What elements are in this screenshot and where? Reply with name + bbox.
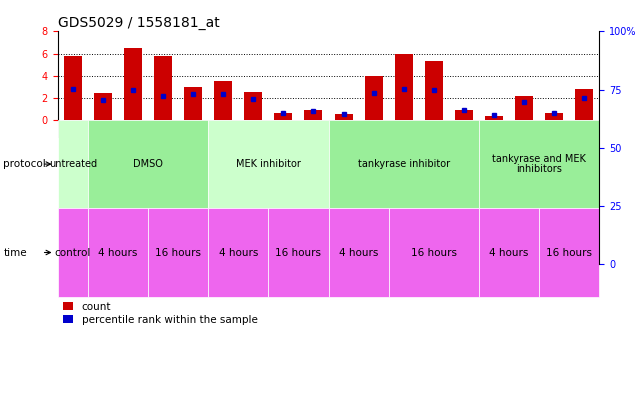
Text: untreated: untreated (49, 159, 97, 169)
Bar (455, 240, 473, 264)
FancyBboxPatch shape (148, 208, 208, 297)
Text: tankyrase inhibitor: tankyrase inhibitor (358, 159, 450, 169)
Bar (365, 148, 383, 264)
FancyBboxPatch shape (539, 208, 599, 297)
Text: 4 hours: 4 hours (219, 248, 258, 257)
FancyBboxPatch shape (208, 120, 328, 208)
Text: tankyrase and MEK
inhibitors: tankyrase and MEK inhibitors (492, 154, 586, 174)
FancyBboxPatch shape (58, 208, 88, 297)
Bar (274, 246, 292, 264)
Text: GDS5029 / 1558181_at: GDS5029 / 1558181_at (58, 17, 219, 30)
Bar (244, 192, 262, 264)
Text: protocol: protocol (3, 159, 46, 169)
Bar (124, 75, 142, 264)
FancyBboxPatch shape (388, 208, 479, 297)
Bar (335, 248, 353, 264)
FancyBboxPatch shape (328, 120, 479, 208)
Bar (304, 240, 322, 264)
Bar (485, 254, 503, 264)
FancyBboxPatch shape (88, 120, 208, 208)
FancyBboxPatch shape (269, 208, 328, 297)
Bar (184, 177, 202, 264)
Text: 4 hours: 4 hours (339, 248, 378, 257)
Text: control: control (54, 248, 91, 257)
Bar (515, 200, 533, 264)
FancyBboxPatch shape (479, 120, 599, 208)
FancyBboxPatch shape (479, 208, 539, 297)
Text: 16 hours: 16 hours (411, 248, 457, 257)
Bar (214, 162, 232, 264)
Legend: count, percentile rank within the sample: count, percentile rank within the sample (63, 302, 258, 325)
Bar (154, 95, 172, 264)
Bar (545, 246, 563, 264)
FancyBboxPatch shape (58, 120, 88, 208)
Text: 16 hours: 16 hours (546, 248, 592, 257)
Bar (425, 110, 443, 264)
Text: MEK inhibitor: MEK inhibitor (236, 159, 301, 169)
Text: DMSO: DMSO (133, 159, 163, 169)
Bar (575, 184, 594, 264)
Bar (395, 90, 413, 264)
Text: 16 hours: 16 hours (276, 248, 321, 257)
FancyBboxPatch shape (208, 208, 269, 297)
FancyBboxPatch shape (88, 208, 148, 297)
Text: 16 hours: 16 hours (155, 248, 201, 257)
Text: 4 hours: 4 hours (489, 248, 529, 257)
Bar (94, 195, 112, 264)
Bar (58, 264, 599, 311)
FancyBboxPatch shape (328, 208, 388, 297)
Text: 4 hours: 4 hours (98, 248, 138, 257)
Bar (63, 95, 82, 264)
Text: time: time (3, 248, 27, 257)
